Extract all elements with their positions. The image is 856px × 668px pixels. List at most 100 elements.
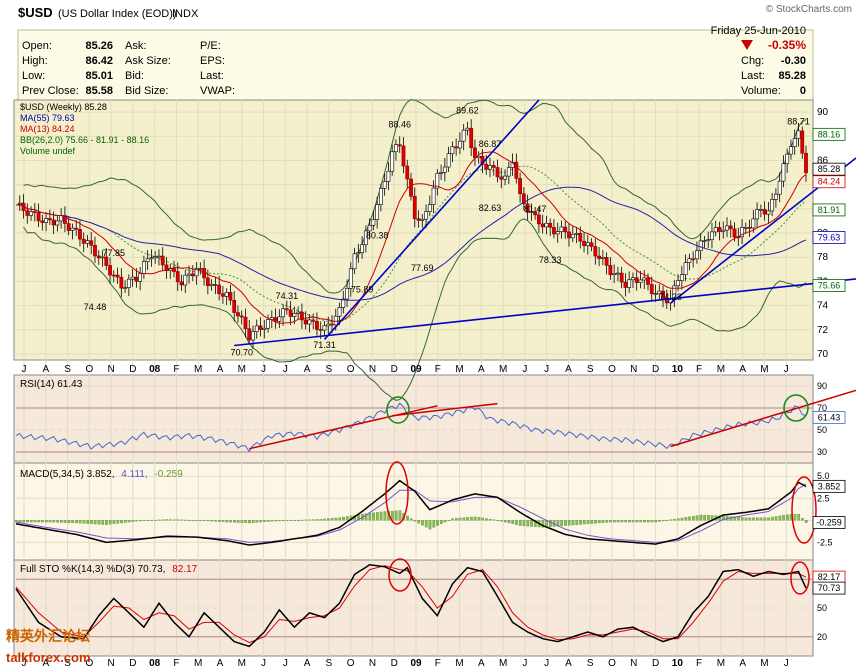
- candle-down: [593, 246, 598, 257]
- candle-up: [725, 225, 729, 231]
- candle-up: [777, 180, 782, 195]
- candle-up: [570, 234, 575, 239]
- macd-histogram-bar: [793, 513, 797, 521]
- low-value: 85.01: [85, 70, 113, 82]
- macd-histogram-bar: [278, 520, 281, 522]
- candle-up: [792, 138, 797, 147]
- candle-up: [307, 319, 312, 325]
- candle-up: [345, 288, 349, 300]
- candle-down: [604, 257, 609, 266]
- price-annotation: 71.31: [313, 340, 336, 350]
- price-annotation: 80.38: [366, 230, 389, 240]
- x-tick-label-bottom: A: [304, 658, 311, 668]
- candle-down: [804, 152, 808, 174]
- macd-histogram-bar: [503, 520, 507, 523]
- x-tick-label-bottom: N: [369, 658, 376, 668]
- rsi-value-label: 61.43: [818, 412, 841, 422]
- candle-up: [789, 146, 793, 155]
- candle-up: [382, 181, 387, 189]
- macd-histogram-bar: [522, 520, 526, 527]
- candle-up: [476, 156, 481, 159]
- candle-up: [424, 211, 428, 220]
- macd-histogram-bar: [191, 520, 195, 521]
- candle-up: [153, 256, 158, 259]
- macd-histogram-bar: [135, 520, 138, 522]
- x-tick-label-bottom: M: [717, 658, 725, 668]
- macd-histogram-bar: [334, 517, 338, 521]
- macd-histogram-bar: [763, 517, 767, 521]
- macd-histogram-bar: [285, 520, 289, 521]
- sto-value-box: [812, 581, 846, 595]
- macd-histogram-bar: [586, 520, 590, 524]
- macd-histogram-bar: [421, 520, 424, 526]
- candle-down: [521, 193, 526, 205]
- macd-histogram-bar: [631, 520, 635, 523]
- x-tick-label-bottom: D: [391, 658, 398, 668]
- x-tick-label-top: J: [283, 364, 288, 375]
- candle-up: [292, 313, 297, 317]
- high-value: 86.42: [85, 55, 113, 67]
- macd-histogram-bar: [330, 518, 334, 521]
- candle-up: [29, 211, 33, 216]
- prev-close-label: Prev Close:: [22, 85, 79, 97]
- macd-histogram-bar: [154, 519, 157, 521]
- right-value-box: [812, 279, 846, 292]
- price-annotation: 74.48: [84, 302, 107, 312]
- candle-down: [172, 268, 176, 272]
- right-value-label: 85.28: [818, 164, 841, 174]
- macd-histogram-bar: [82, 520, 86, 524]
- candle-down: [232, 299, 237, 313]
- candle-up: [277, 316, 282, 322]
- candle-up: [766, 210, 771, 215]
- x-tick-label-top: A: [42, 364, 49, 375]
- candle-down: [273, 317, 278, 322]
- rsi-y-tick: 50: [817, 425, 827, 435]
- x-tick-label-bottom: D: [652, 658, 659, 668]
- candle-down: [525, 203, 530, 213]
- candle-down: [74, 227, 79, 230]
- candle-up: [322, 325, 327, 331]
- candle-up: [341, 298, 346, 308]
- candle-down: [108, 265, 112, 276]
- prev-close-value: 85.58: [85, 85, 113, 97]
- macd-histogram-bar: [477, 517, 481, 521]
- candle-up: [721, 229, 726, 232]
- candle-down: [104, 256, 109, 266]
- macd-histogram-bar: [507, 520, 511, 524]
- credit: © StockCharts.com: [766, 4, 852, 15]
- candle-down: [646, 277, 650, 285]
- x-tick-label-top: S: [64, 364, 71, 375]
- candle-up: [751, 218, 756, 229]
- macd-histogram-bar: [244, 520, 248, 523]
- candle-up: [796, 130, 801, 139]
- macd-histogram-bar: [804, 520, 808, 523]
- macd-histogram-bar: [327, 518, 330, 521]
- x-tick-label-top: A: [739, 364, 746, 375]
- macd-y-tick: -2.5: [817, 537, 833, 547]
- macd-histogram-bar: [500, 520, 503, 522]
- candle-up: [698, 240, 703, 251]
- candle-down: [47, 218, 52, 221]
- price-annotation: 74.23: [659, 292, 682, 302]
- macd-histogram-bar: [214, 520, 217, 522]
- bid-size-label: Bid Size:: [125, 85, 168, 97]
- candle-down: [243, 316, 248, 329]
- macd-histogram-bar: [157, 519, 161, 521]
- candle-up: [461, 129, 466, 142]
- candle-down: [401, 145, 406, 167]
- candle-up: [394, 144, 398, 153]
- macd-histogram-bar: [567, 520, 571, 526]
- macd-histogram-bar: [782, 515, 785, 521]
- x-tick-label-bottom: A: [217, 658, 224, 668]
- macd-histogram-bar: [375, 512, 379, 521]
- rsi-value-box: [812, 411, 846, 424]
- watermark-en: talkforex.com: [6, 650, 91, 665]
- x-tick-label-top: A: [565, 364, 572, 375]
- quote-box: [17, 29, 814, 101]
- candle-down: [311, 319, 316, 322]
- macd-histogram-bar: [564, 520, 567, 526]
- x-tick-label-top: S: [326, 364, 333, 375]
- ma13-line: [15, 151, 807, 324]
- candle-up: [100, 256, 105, 259]
- macd-histogram-bar: [759, 517, 763, 521]
